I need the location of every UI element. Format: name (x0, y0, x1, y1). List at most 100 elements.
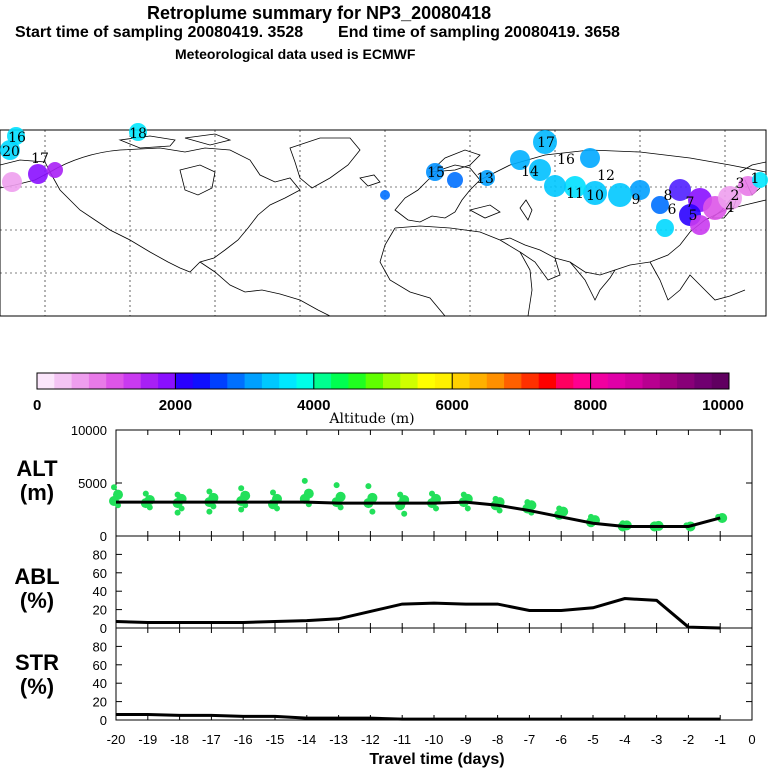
track-blob-9 (690, 215, 710, 235)
colorbar-segment-15 (296, 373, 315, 389)
map-day-label-17: 17 (31, 151, 49, 167)
track-blob-0 (28, 164, 48, 184)
abl-ytick-label-20: 20 (93, 603, 107, 618)
abl-ytick-label-40: 40 (93, 584, 107, 599)
alt-dot--17-4 (206, 508, 213, 515)
colorbar-segment-13 (261, 373, 280, 389)
colorbar-tick-label-0: 0 (33, 397, 41, 414)
colorbar-segment-36 (659, 373, 678, 389)
colorbar-segment-30 (556, 373, 574, 389)
colorbar-segment-29 (538, 373, 557, 389)
coast-greenland (289, 137, 361, 189)
abl-ylabel-line2: (%) (19, 588, 55, 613)
map-day-label-16: 16 (8, 130, 26, 146)
colorbar-segment-38 (694, 373, 713, 389)
track-blob-10 (651, 196, 669, 214)
alt-ylabel-line2: (m) (19, 480, 55, 505)
map-day-label-1: 1 (751, 171, 760, 187)
coast-africa-west (379, 227, 446, 317)
map-day-label-3: 3 (736, 176, 745, 192)
colorbar-segment-9 (192, 373, 211, 389)
alt-dot--19-3 (146, 504, 153, 511)
abl-line (115, 597, 721, 630)
xtick-label--5: -5 (587, 732, 599, 747)
colorbar-segment-3 (88, 373, 107, 389)
track-blob-15 (544, 175, 566, 197)
alt-dot--11-3 (401, 510, 408, 517)
alt-dot--12-0 (365, 483, 372, 490)
xtick-label--15: -15 (266, 732, 285, 747)
coast-europe (394, 164, 481, 223)
track-blob-21 (447, 172, 463, 188)
colorbar-segment-5 (123, 373, 142, 389)
xtick-label--4: -4 (619, 732, 631, 747)
colorbar-segment-11 (227, 373, 246, 389)
xtick-label--9: -9 (460, 732, 472, 747)
colorbar-tick-label-8000: 8000 (574, 397, 607, 414)
track-blob-11 (630, 180, 650, 200)
alt-dot--13-0 (333, 482, 340, 489)
track-blob-23 (380, 190, 390, 200)
xtick-label--14: -14 (297, 732, 316, 747)
colorbar-segment-4 (106, 373, 124, 389)
colorbar-segment-27 (504, 373, 522, 389)
alt-dot--18-3 (178, 505, 185, 512)
map-day-label-10: 10 (586, 188, 604, 204)
track-blob-7 (718, 186, 742, 210)
travel-time-axis: -20 -19 -18 -17 -16 -15 -14 -13 -12 -11 -10 -9 -8 -7-… (107, 732, 756, 768)
start-time-label: Start time of sampling 20080419. 3528 (15, 24, 304, 41)
colorbar-segment-7 (158, 373, 176, 389)
xtick-label--6: -6 (555, 732, 567, 747)
colorbar-segment-19 (365, 373, 384, 389)
xtick-label--2: -2 (683, 732, 695, 747)
abl-ylabel: ABL (%) (2, 565, 72, 613)
colorbar-segment-21 (400, 373, 419, 389)
track-blob-19 (580, 148, 600, 168)
colorbar-segment-32 (590, 373, 609, 389)
map-day-label-15: 15 (427, 165, 445, 181)
colorbar-segment-23 (434, 373, 453, 389)
abl-ytick-label-0: 0 (100, 621, 107, 636)
x-axis-title: Travel time (days) (369, 751, 504, 768)
colorbar-segment-2 (71, 373, 90, 389)
alt-dot--16-3 (242, 502, 249, 509)
xtick-label-0: 0 (748, 732, 755, 747)
xtick-label--8: -8 (492, 732, 504, 747)
colorbar-segment-22 (417, 373, 436, 389)
map-day-label-9: 9 (632, 192, 641, 208)
colorbar-segment-18 (348, 373, 367, 389)
colorbar-segment-25 (469, 373, 488, 389)
xtick-label--20: -20 (107, 732, 126, 747)
track-blob-12 (608, 183, 632, 207)
abl-ytick-label-80: 80 (93, 547, 107, 562)
map-day-label-4: 4 (726, 200, 735, 216)
str-line (116, 712, 721, 721)
str-ytick-label-60: 60 (93, 658, 107, 673)
track-blob-14 (564, 176, 586, 198)
met-data-label: Meteorological data used is ECMWF (175, 46, 416, 62)
track-blob-24 (129, 123, 147, 141)
xtick-label--7: -7 (524, 732, 536, 747)
coast-scandinavia (428, 149, 481, 173)
colorbar-segment-12 (244, 373, 263, 389)
map-day-label-7: 7 (686, 195, 695, 211)
map-day-label-13: 13 (476, 171, 494, 187)
alt-dot--1-1 (717, 512, 728, 523)
map-day-label-2: 2 (731, 188, 740, 204)
colorbar-tick-label-6000: 6000 (436, 397, 469, 414)
str-frame (115, 627, 753, 721)
alt-ytick-label-10000: 10000 (71, 423, 107, 438)
coast-arabia (519, 251, 561, 281)
end-time-label: End time of sampling 20080419. 3658 (338, 24, 620, 41)
colorbar-segment-37 (677, 373, 695, 389)
track-blob-2 (2, 172, 22, 192)
alt-dot--17-3 (210, 503, 217, 510)
alt-median-line (116, 500, 721, 528)
alt-ylabel: ALT (m) (2, 457, 72, 505)
xtick-label--17: -17 (202, 732, 221, 747)
colorbar-segment-14 (279, 373, 297, 389)
xtick-label--13: -13 (329, 732, 348, 747)
str-ylabel-line2: (%) (19, 674, 55, 699)
colorbar-segment-31 (573, 373, 592, 389)
